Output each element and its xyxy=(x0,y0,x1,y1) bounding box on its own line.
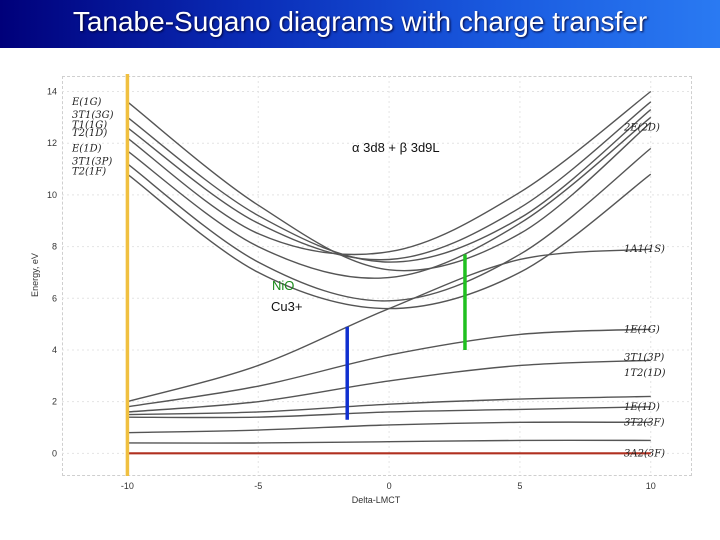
right-state-label: 3T2(3F) xyxy=(624,417,665,428)
x-tick-label: 10 xyxy=(646,481,656,491)
nio-annotation: NiO xyxy=(272,278,294,293)
y-tick-label: 4 xyxy=(52,345,57,355)
energy-level-line xyxy=(127,90,652,256)
y-axis-label: Energy, eV xyxy=(30,253,40,297)
right-state-label: 2E(2D) xyxy=(623,123,660,134)
x-axis-label: Delta-LMCT xyxy=(352,495,401,505)
y-tick-label: 8 xyxy=(52,242,57,252)
series-layer xyxy=(126,90,652,455)
energy-level-line xyxy=(126,147,652,302)
left-state-label: T2(1F) xyxy=(72,167,106,178)
right-state-label: 1E(1D) xyxy=(624,402,660,413)
y-tick-label: 6 xyxy=(52,293,57,303)
right-state-label: 3A2(3F) xyxy=(624,448,665,459)
title-bar: Tanabe-Sugano diagrams with charge trans… xyxy=(0,0,720,48)
formula-annotation: α 3d8 + β 3d9L xyxy=(352,140,440,155)
energy-level-line xyxy=(127,359,651,413)
left-state-label: E(1G) xyxy=(71,97,102,108)
y-tick-label: 10 xyxy=(47,190,57,200)
right-state-label: 3T1(3P) xyxy=(624,353,664,364)
slide-title: Tanabe-Sugano diagrams with charge trans… xyxy=(72,6,648,37)
x-tick-label: 5 xyxy=(517,481,522,491)
left-state-label: 3T1(3P) xyxy=(72,156,112,167)
energy-level-line xyxy=(126,109,652,263)
x-tick-label: -5 xyxy=(254,481,262,491)
right-state-label: 1T2(1D) xyxy=(624,368,666,379)
y-tick-label: 12 xyxy=(47,138,57,148)
x-tick-label: -10 xyxy=(121,481,134,491)
y-tick-label: 14 xyxy=(47,87,57,97)
left-state-label: 3T1(3G) xyxy=(72,110,114,121)
y-tick-label: 2 xyxy=(52,397,57,407)
energy-level-line xyxy=(127,406,651,419)
y-tick-label: 0 xyxy=(52,448,57,458)
tick-layer: 0 2 4 6 8 10 12 14 -10 -5 0 5 10 xyxy=(47,87,656,491)
energy-level-line xyxy=(126,173,652,310)
energy-level-line xyxy=(127,439,651,444)
plot-frame xyxy=(62,76,692,476)
energy-level-line xyxy=(127,116,652,279)
energy-level-line xyxy=(127,101,652,261)
energy-level-line xyxy=(127,421,651,434)
energy-level-line xyxy=(126,101,652,272)
energy-level-line xyxy=(127,395,651,416)
cu-annotation: Cu3+ xyxy=(271,299,302,314)
label-layer: E(1G)3T1(3G)T1(1G)T2(1D)E(1D)3T1(3P)T2(1… xyxy=(71,97,666,459)
left-state-label: T2(1D) xyxy=(72,128,107,139)
left-state-label: T1(1G) xyxy=(72,120,107,131)
left-state-label: E(1D) xyxy=(71,143,102,154)
energy-level-line xyxy=(127,328,651,408)
x-tick-label: 0 xyxy=(387,481,392,491)
right-state-label: 1E(1G) xyxy=(624,324,660,335)
right-state-label: 1A1(1S) xyxy=(624,244,665,255)
marker-layer xyxy=(125,74,467,476)
